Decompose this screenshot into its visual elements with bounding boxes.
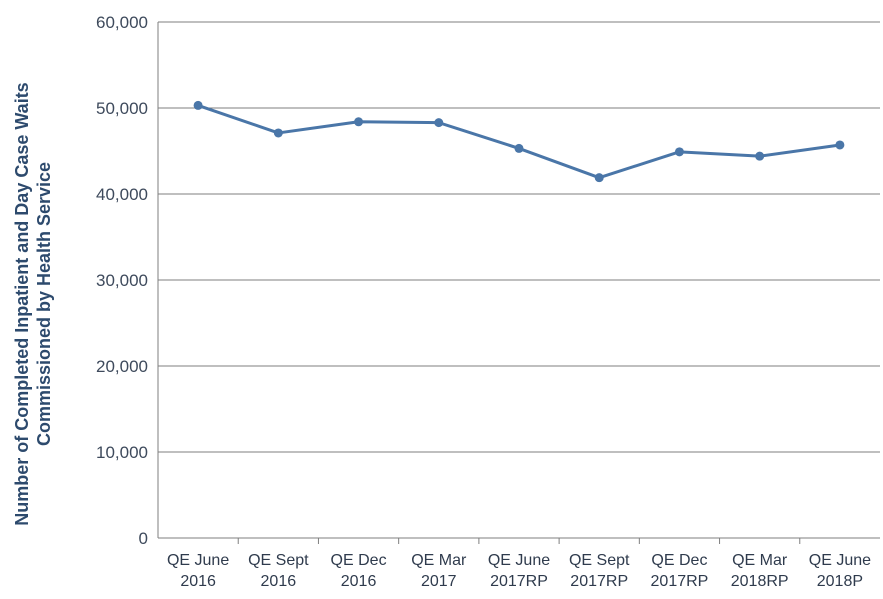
x-tick-label-line: QE June bbox=[167, 552, 229, 569]
y-tick-labels: 0 10,000 20,000 30,000 40,000 50,000 60,000 bbox=[96, 13, 148, 548]
y-axis-title-line-1: Number of Completed Inpatient and Day Ca… bbox=[12, 82, 32, 525]
y-axis-title-line-2: Commissioned by Health Service bbox=[34, 162, 54, 446]
x-tick-label-line: 2017RP bbox=[651, 573, 709, 590]
x-tick-label: QE Sept 2017RP bbox=[569, 552, 630, 590]
data-point bbox=[755, 151, 765, 161]
data-point bbox=[193, 100, 203, 110]
x-tick-label-line: QE Dec bbox=[651, 552, 707, 569]
y-tick-label: 0 bbox=[139, 529, 148, 548]
y-tick-label: 50,000 bbox=[96, 99, 148, 118]
x-tick-label-line: 2016 bbox=[341, 573, 377, 590]
x-tick-label-line: QE June bbox=[809, 552, 871, 569]
x-tick-label-line: QE June bbox=[488, 552, 550, 569]
grid-lines bbox=[158, 21, 880, 453]
x-tick-label: QE Dec 2016 bbox=[331, 552, 387, 590]
x-tick-label-line: QE Sept bbox=[248, 552, 309, 569]
x-tick-label-line: QE Mar bbox=[411, 552, 467, 569]
x-tick-label: QE June 2018P bbox=[809, 552, 871, 590]
x-tick-label-line: 2016 bbox=[261, 573, 297, 590]
x-tick-label-line: 2016 bbox=[180, 573, 216, 590]
x-tick-label-line: 2018RP bbox=[731, 573, 789, 590]
x-tick-label: QE June 2017RP bbox=[488, 552, 550, 590]
x-tick-label: QE June 2016 bbox=[167, 552, 229, 590]
x-tick-label: QE Mar 2017 bbox=[411, 552, 467, 590]
data-point bbox=[354, 117, 364, 127]
y-tick-label: 40,000 bbox=[96, 185, 148, 204]
data-point bbox=[835, 140, 845, 150]
data-point bbox=[514, 143, 524, 153]
data-point bbox=[273, 128, 283, 138]
y-tick-label: 60,000 bbox=[96, 13, 148, 32]
x-tick-label-line: 2017RP bbox=[570, 573, 628, 590]
y-axis-title: Number of Completed Inpatient and Day Ca… bbox=[12, 82, 54, 525]
x-tick-label-line: QE Sept bbox=[569, 552, 630, 569]
x-tick-label-line: 2017 bbox=[421, 573, 457, 590]
x-tick-label-line: QE Mar bbox=[732, 552, 788, 569]
x-tick-label-line: 2018P bbox=[817, 573, 863, 590]
y-tick-label: 30,000 bbox=[96, 271, 148, 290]
y-tick-label: 10,000 bbox=[96, 443, 148, 462]
x-tick-labels: QE June 2016 QE Sept 2016 QE Dec 2016 QE Mar 20… bbox=[167, 552, 871, 590]
axes bbox=[157, 22, 880, 544]
series bbox=[193, 100, 845, 183]
data-point bbox=[674, 147, 684, 157]
x-tick-label-line: QE Dec bbox=[331, 552, 387, 569]
x-tick-label: QE Sept 2016 bbox=[248, 552, 309, 590]
y-tick-label: 20,000 bbox=[96, 357, 148, 376]
x-tick-label: QE Mar 2018RP bbox=[731, 552, 789, 590]
x-tick-label: QE Dec 2017RP bbox=[651, 552, 709, 590]
data-point bbox=[434, 118, 444, 128]
series-line bbox=[196, 103, 842, 180]
data-point bbox=[594, 173, 604, 183]
x-tick-label-line: 2017RP bbox=[490, 573, 548, 590]
